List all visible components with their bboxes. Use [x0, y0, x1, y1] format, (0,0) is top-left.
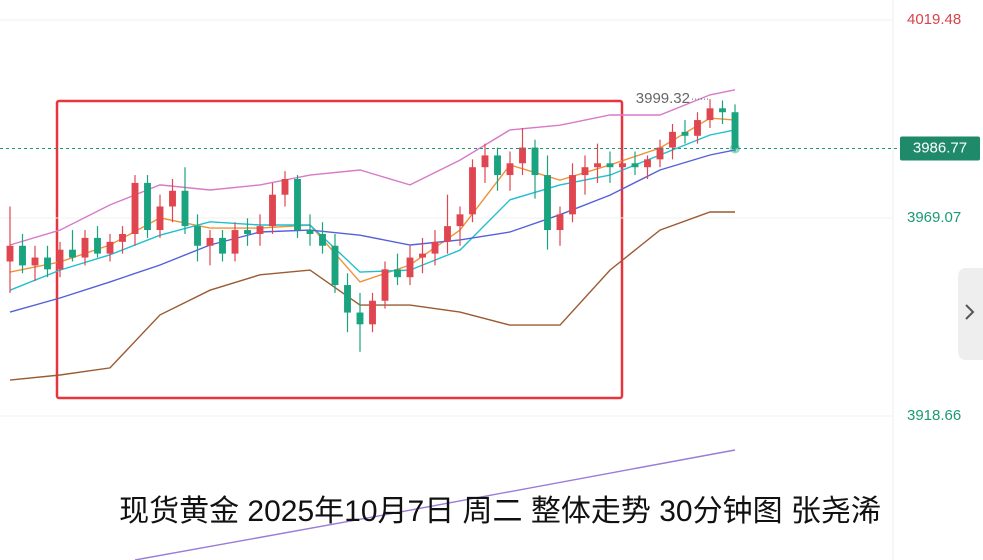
candle-body: [6, 245, 14, 262]
candle-body: [631, 163, 639, 168]
candle-body: [44, 257, 51, 270]
high-label: 3999.32: [636, 90, 690, 107]
candle-body: [319, 233, 326, 246]
candle-body: [219, 237, 226, 254]
candle-body: [106, 241, 114, 254]
candle-body: [344, 285, 351, 313]
last-price-dot: [730, 143, 740, 154]
candle-body: [381, 269, 389, 301]
indicator-line: [9, 149, 736, 313]
candle-body: [619, 163, 626, 168]
candle-body: [494, 155, 501, 176]
candle-body: [256, 226, 264, 234]
candle-body: [394, 269, 401, 278]
candle-body: [519, 147, 526, 164]
candle-body: [531, 147, 539, 176]
candle-body: [694, 120, 701, 136]
highlight-box: [55, 99, 624, 400]
candle-body: [656, 147, 664, 160]
candle-body: [606, 163, 614, 168]
candle-body: [731, 112, 739, 149]
candle-body: [506, 163, 514, 176]
candle-body: [681, 131, 689, 136]
candle-body: [206, 237, 214, 246]
candle-body: [469, 167, 476, 215]
candle-body: [594, 163, 601, 168]
candle-body: [406, 257, 414, 278]
candle-body: [281, 178, 289, 195]
candle-body: [31, 257, 39, 266]
y-tick-label: 3918.66: [907, 407, 961, 424]
candle-body: [719, 108, 726, 113]
candle-body: [444, 226, 451, 242]
candle-body: [169, 190, 176, 207]
candle-body: [244, 230, 251, 234]
candle-body: [269, 194, 276, 227]
candle-body: [569, 175, 576, 215]
candle-body: [119, 233, 126, 242]
candle-body: [581, 167, 589, 176]
candle-body: [19, 245, 26, 266]
candle-body: [194, 226, 201, 246]
y-tick-label: 4019.48: [907, 11, 961, 28]
candle-body: [69, 249, 76, 258]
candle-body: [306, 230, 314, 234]
candle-body: [556, 214, 564, 231]
chart-title: 现货黄金 2025年10月7日 周二 整体走势 30分钟图 张尧浠: [119, 495, 881, 528]
candle-body: [481, 155, 489, 168]
candle-body: [294, 178, 301, 231]
indicator-line: [9, 129, 736, 291]
candle-body: [356, 312, 364, 325]
y-tick-label: 3969.07: [907, 209, 961, 226]
last-price-label: 3986.77: [913, 139, 967, 156]
candle-body: [331, 245, 339, 286]
candle-body: [669, 131, 676, 148]
candle-body: [456, 214, 464, 227]
candle-body: [431, 241, 439, 254]
candle-body: [181, 190, 189, 227]
indicator-line: [134, 449, 736, 560]
candle-body: [369, 300, 376, 325]
indicator-line: [9, 89, 736, 246]
candle-body: [544, 175, 551, 231]
plot-area: 3999.32: [0, 19, 900, 560]
candle-body: [156, 206, 164, 231]
candle-body: [231, 230, 239, 254]
nav-button[interactable]: [958, 268, 983, 360]
candle-body: [56, 249, 64, 270]
candle-body: [144, 182, 151, 231]
candle-body: [706, 108, 714, 121]
candle-body: [644, 159, 651, 168]
candle-body: [94, 237, 101, 254]
candle-body: [81, 237, 89, 258]
candle-body: [419, 253, 426, 258]
candle-body: [131, 182, 139, 234]
last-price-box: [900, 136, 980, 161]
